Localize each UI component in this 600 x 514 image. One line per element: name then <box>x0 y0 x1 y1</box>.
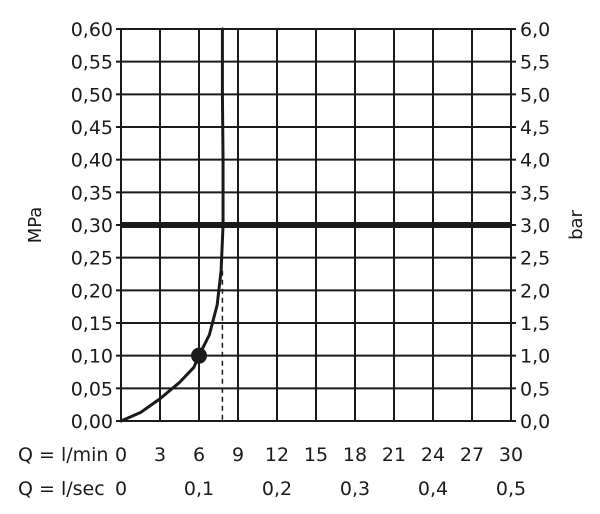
x-lmin-tick-label: 0 <box>115 444 127 466</box>
x-axis-lmin-label: Q = l/min <box>18 444 108 466</box>
x-lsec-tick-label: 0,4 <box>418 478 448 500</box>
operating-point-marker <box>191 347 207 364</box>
left-tick-label: 0,15 <box>71 313 113 335</box>
right-tick-label: 0,0 <box>520 411 550 433</box>
right-tick-label: 5,5 <box>520 52 550 74</box>
x-lmin-tick-label: 24 <box>421 444 445 466</box>
left-tick-label: 0,60 <box>71 19 113 41</box>
left-tick-label: 0,00 <box>71 411 113 433</box>
x-lsec-tick-label: 0,5 <box>496 478 526 500</box>
flow-curve <box>119 27 225 423</box>
x-lmin-tick-label: 9 <box>232 444 244 466</box>
right-tick-label: 5,0 <box>520 84 550 106</box>
left-tick-label: 0,30 <box>71 215 113 237</box>
x-lmin-tick-label: 30 <box>499 444 523 466</box>
left-axis-title: MPa <box>25 207 46 244</box>
left-tick-label: 0,25 <box>71 248 113 270</box>
tick-labels: 0,000,050,100,150,200,250,300,350,400,45… <box>71 19 551 500</box>
right-axis-title: bar <box>566 209 587 239</box>
right-tick-label: 4,0 <box>520 150 550 172</box>
right-tick-label: 2,5 <box>520 248 550 270</box>
left-tick-label: 0,05 <box>71 378 113 400</box>
x-lmin-tick-label: 12 <box>265 444 289 466</box>
x-lmin-tick-label: 15 <box>304 444 328 466</box>
right-tick-label: 1,0 <box>520 346 550 368</box>
right-tick-label: 2,0 <box>520 280 550 302</box>
left-tick-label: 0,35 <box>71 182 113 204</box>
right-tick-label: 4,5 <box>520 117 550 139</box>
x-lmin-tick-label: 3 <box>154 444 166 466</box>
left-tick-label: 0,20 <box>71 280 113 302</box>
x-lmin-tick-label: 27 <box>460 444 484 466</box>
left-tick-label: 0,40 <box>71 150 113 172</box>
x-lsec-tick-label: 0,2 <box>262 478 292 500</box>
left-tick-label: 0,50 <box>71 84 113 106</box>
left-tick-label: 0,45 <box>71 117 113 139</box>
left-tick-label: 0,10 <box>71 346 113 368</box>
x-lsec-tick-label: 0,1 <box>184 478 214 500</box>
x-axis-lsec-label: Q = l/sec <box>18 478 105 500</box>
x-lmin-tick-label: 6 <box>193 444 205 466</box>
x-lsec-tick-label: 0 <box>115 478 127 500</box>
right-tick-label: 3,5 <box>520 182 550 204</box>
plot-lines <box>119 27 511 423</box>
right-tick-label: 1,5 <box>520 313 550 335</box>
left-tick-label: 0,55 <box>71 52 113 74</box>
right-tick-label: 0,5 <box>520 378 550 400</box>
right-tick-label: 6,0 <box>520 19 550 41</box>
right-tick-label: 3,0 <box>520 215 550 237</box>
x-lsec-tick-label: 0,3 <box>340 478 370 500</box>
x-lmin-tick-label: 18 <box>343 444 367 466</box>
x-lmin-tick-label: 21 <box>382 444 406 466</box>
